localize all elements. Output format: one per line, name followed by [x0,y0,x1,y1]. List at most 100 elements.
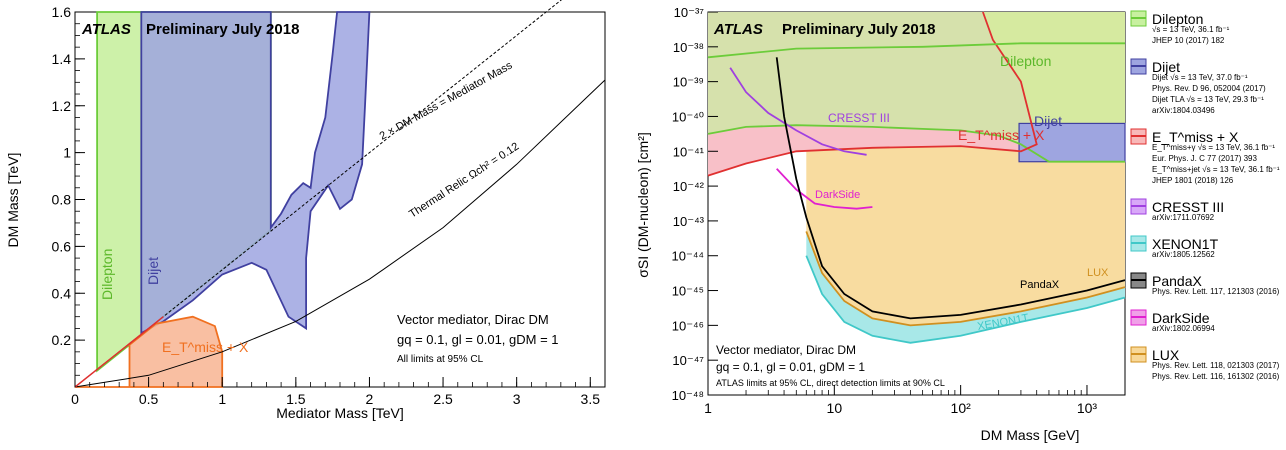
left-xtick-label: 1.5 [286,391,306,407]
right-ytick-label: 10⁻³⁹ [673,75,704,90]
right-pandax-label: PandaX [1020,279,1060,291]
left-lines [74,0,606,388]
right-line-4 [776,168,873,210]
right-ylabel: σSI (DM-nucleon) [cm²] [635,132,651,278]
legend-note: arXiv:1802.06994 [1152,324,1215,333]
legend: Dilepton√s = 13 TeV, 36.1 fb⁻¹ JHEP 10 (2… [1130,10,1280,381]
legend-note: arXiv:1711.07692 [1152,213,1215,222]
right-xtick-label: 10³ [1077,400,1098,416]
right-ytick-label: 10⁻⁴⁴ [672,249,705,264]
right-areas [708,12,1126,343]
right-ytick-label: 10⁻⁴⁰ [672,109,704,124]
legend-note: Phys. Rev. Lett. 116, 161302 (2016) [1152,372,1280,381]
left-xtick-label: 0 [71,391,79,407]
left-ytick-label: 0.6 [52,238,72,254]
left-relic-line [74,79,606,388]
right-cresst-label: CRESST III [828,111,890,125]
legend-label: Dijet [1152,59,1180,75]
right-line-0 [707,124,1125,163]
right-model-line1: Vector mediator, Dirac DM [716,343,856,357]
right-dijet-label: Dijet [1034,113,1062,129]
right-lux-label: LUX [1087,267,1109,279]
legend-note: E_T^miss+γ √s = 13 TeV, 36.1 fb⁻¹ [1152,143,1275,152]
right-prelim-label: Preliminary July 2018 [782,21,935,38]
right-etmiss-label: E_T^miss + X [958,127,1045,143]
legend-note: Phys. Rev. Lett. 117, 121303 (2016) [1152,287,1280,296]
right-line-3 [729,67,867,156]
right-ytick-label: 10⁻³⁸ [673,40,704,55]
left-ytick-label: 0.8 [52,192,72,208]
right-darkside-label: DarkSide [815,189,860,201]
left-xtick-label: 2.5 [433,391,453,407]
right-atlas-label: ATLAS [713,21,763,38]
left-ytick-label: 1.4 [52,51,72,67]
legend-label: PandaX [1152,273,1202,289]
left-atlas-label: ATLAS [81,21,131,38]
left-dijet-label: Dijet [145,257,161,285]
right-ytick-label: 10⁻⁴¹ [673,144,705,159]
legend-note: √s = 13 TeV, 36.1 fb⁻¹ [1152,25,1230,34]
legend-note: E_T^miss+jet √s = 13 TeV, 36.1 fb⁻¹ [1152,165,1280,174]
legend-note: arXiv:1804.03496 [1152,106,1215,115]
legend-label: Dilepton [1152,11,1203,27]
legend-note: arXiv:1805.12562 [1152,250,1215,259]
left-ytick-label: 0.4 [52,285,72,301]
left-plot: 0 0.5 1 1.5 2 2.5 3 3.5 0.2 0.4 0.6 0.8 1 1.2 1.4 1.6 A… [5,0,606,421]
right-model-line3: ATLAS limits at 95% CL, direct detection… [716,378,945,388]
right-lines [707,11,1126,344]
left-prelim-label: Preliminary July 2018 [146,21,299,38]
left-model-line1: Vector mediator, Dirac DM [397,312,549,327]
left-ytick-label: 1.2 [52,98,72,114]
left-model-line3: All limits at 95% CL [397,354,484,365]
right-xtick-label: 10 [827,400,843,416]
legend-label: DarkSide [1152,310,1210,326]
left-xtick-label: 1 [218,391,226,407]
right-ytick-label: 10⁻⁴³ [673,214,705,229]
left-dilepton-label: Dilepton [99,249,115,300]
legend-note: Dijet √s = 13 TeV, 37.0 fb⁻¹ [1152,73,1248,82]
legend-note: Dijet TLA √s = 13 TeV, 29.3 fb⁻¹ [1152,95,1264,104]
left-xtick-label: 0.5 [139,391,159,407]
right-ytick-label: 10⁻⁴⁵ [672,284,704,299]
right-ytick-label: 10⁻⁴⁷ [672,353,704,368]
left-xtick-label: 3 [513,391,521,407]
left-ylabel: DM Mass [TeV] [5,153,21,248]
legend-label: XENON1T [1152,236,1219,252]
left-model-line2: gq = 0.1, gl = 0.01, gDM = 1 [397,332,559,347]
left-areas [75,11,371,388]
left-area-1 [140,11,371,335]
right-ytick-label: 10⁻⁴⁶ [672,318,704,333]
right-model-line2: gq = 0.1, gl = 0.01, gDM = 1 [716,360,865,374]
left-area-2 [75,315,224,388]
right-line-2 [707,11,1038,177]
legend-note: Phys. Rev. D 96, 052004 (2017) [1152,84,1266,93]
left-etmiss-label: E_T^miss + X [162,339,249,355]
right-ytick-label: 10⁻⁴² [673,179,705,194]
legend-note: JHEP 1801 (2018) 126 [1152,176,1234,185]
right-dilepton-label: Dilepton [1000,53,1051,69]
right-xlabel: DM Mass [GeV] [981,427,1080,443]
left-xtick-label: 2 [366,391,374,407]
right-plot: 10⁻³⁷ 10⁻³⁸ 10⁻³⁹ 10⁻⁴⁰ 10⁻⁴¹ 10⁻⁴² 10⁻⁴³ 10⁻⁴⁴… [635,5,1126,443]
left-ytick-label: 1 [63,145,71,161]
left-ytick-label: 0.2 [52,332,72,348]
legend-note: JHEP 10 (2017) 182 [1152,36,1225,45]
right-ytick-label: 10⁻³⁷ [674,5,705,20]
right-xtick-label: 1 [704,400,712,416]
left-ytick-label: 1.6 [52,4,72,20]
left-red-edge [74,316,164,388]
left-ticks: 0 0.5 1 1.5 2 2.5 3 3.5 0.2 0.4 0.6 0.8 1 1.2 1.4 1.6 [52,4,601,407]
legend-label: E_T^miss + X [1152,129,1239,145]
right-ticks: 10⁻³⁷ 10⁻³⁸ 10⁻³⁹ 10⁻⁴⁰ 10⁻⁴¹ 10⁻⁴² 10⁻⁴³ 10⁻⁴⁴… [672,5,1126,416]
right-ytick-label: 10⁻⁴⁸ [672,388,704,403]
right-xenon-area [806,231,1125,343]
legend-note: Eur. Phys. J. C 77 (2017) 393 [1152,154,1257,163]
right-dilepton-upper [707,42,1125,59]
left-xlabel: Mediator Mass [TeV] [276,405,404,421]
right-line-6 [805,231,1126,327]
right-xtick-label: 10² [951,400,972,416]
legend-label: LUX [1152,347,1180,363]
right-line-7 [805,255,1126,344]
left-xtick-label: 3.5 [581,391,601,407]
